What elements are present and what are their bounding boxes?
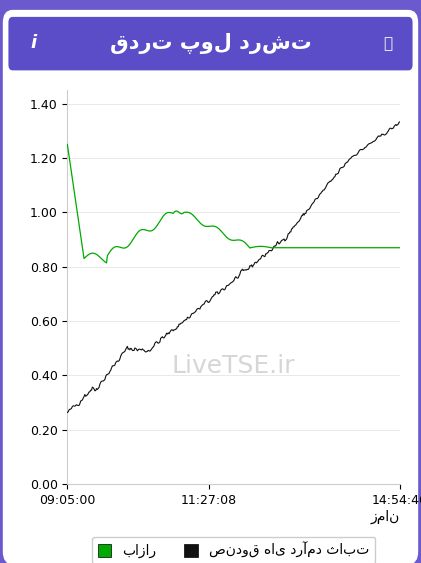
Text: i: i [31, 34, 37, 52]
Text: LiveTSE.ir: LiveTSE.ir [172, 354, 296, 378]
Text: 🔗: 🔗 [383, 36, 392, 51]
FancyBboxPatch shape [4, 11, 417, 563]
X-axis label: زمان: زمان [371, 510, 400, 524]
FancyBboxPatch shape [8, 17, 413, 70]
Legend: بازار, صندوق های درآمد ثابت: بازار, صندوق های درآمد ثابت [92, 537, 376, 563]
Text: قدرت پول درشت: قدرت پول درشت [109, 33, 312, 54]
